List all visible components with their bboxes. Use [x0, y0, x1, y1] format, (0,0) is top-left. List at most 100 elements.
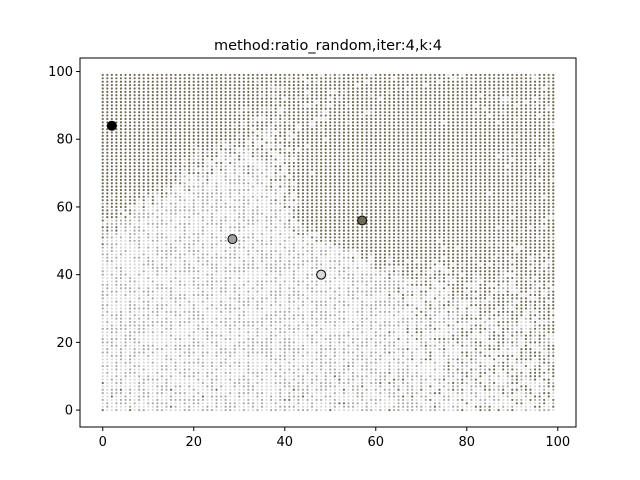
grid-point	[156, 378, 159, 381]
grid-point	[179, 131, 182, 134]
grid-point	[147, 209, 150, 212]
grid-point	[115, 263, 118, 266]
grid-point	[188, 280, 191, 283]
grid-point	[133, 111, 136, 114]
grid-point	[124, 141, 127, 144]
grid-point	[219, 239, 223, 242]
grid-point	[320, 73, 323, 77]
grid-point	[101, 395, 104, 398]
grid-point	[301, 141, 305, 144]
grid-point	[183, 178, 186, 181]
grid-point	[279, 398, 282, 402]
grid-point	[297, 127, 300, 131]
grid-point	[169, 178, 173, 181]
grid-point	[133, 94, 136, 97]
grid-point	[115, 344, 118, 347]
grid-point	[279, 141, 282, 144]
grid-point	[238, 216, 241, 219]
grid-point	[147, 320, 150, 324]
grid-point	[133, 165, 136, 168]
grid-point	[229, 212, 232, 215]
grid-point	[119, 199, 123, 202]
grid-point	[201, 172, 204, 175]
grid-point	[306, 297, 309, 300]
grid-point	[279, 405, 282, 408]
grid-point	[183, 385, 186, 388]
grid-point	[229, 107, 232, 110]
grid-point	[169, 327, 173, 330]
grid-point	[297, 388, 300, 391]
grid-point	[192, 371, 195, 374]
grid-point	[270, 216, 273, 219]
grid-point	[315, 371, 318, 374]
grid-point	[215, 249, 218, 253]
grid-point	[247, 307, 250, 310]
grid-point	[119, 117, 123, 121]
grid-point	[124, 182, 127, 185]
grid-point	[101, 253, 104, 256]
grid-point	[215, 178, 218, 181]
grid-point	[165, 219, 168, 222]
grid-point	[197, 161, 200, 165]
grid-point	[124, 199, 127, 202]
grid-point	[324, 290, 327, 293]
grid-point	[192, 182, 195, 185]
grid-point	[274, 266, 277, 269]
grid-point	[110, 117, 113, 121]
grid-point	[274, 77, 277, 80]
grid-point	[179, 172, 182, 175]
grid-point	[238, 320, 241, 324]
grid-point	[147, 87, 150, 90]
grid-point	[265, 188, 268, 192]
grid-point	[106, 134, 109, 137]
grid-point	[292, 307, 295, 310]
grid-point	[279, 121, 282, 124]
grid-point	[156, 97, 159, 100]
grid-point	[301, 243, 305, 246]
grid-point	[292, 212, 295, 215]
grid-point	[197, 107, 200, 110]
grid-point	[147, 229, 150, 232]
grid-point	[297, 87, 300, 90]
grid-point	[128, 232, 132, 236]
grid-point	[324, 253, 327, 256]
grid-point	[297, 148, 300, 151]
grid-point	[188, 304, 191, 307]
grid-point	[174, 117, 177, 121]
grid-point	[320, 127, 323, 131]
grid-point	[188, 314, 191, 317]
grid-point	[224, 283, 227, 286]
grid-point	[229, 408, 232, 412]
grid-point	[156, 131, 159, 134]
grid-point	[142, 185, 145, 188]
grid-point	[174, 249, 177, 253]
grid-point	[142, 117, 145, 121]
grid-point	[224, 87, 227, 90]
grid-point	[106, 283, 109, 286]
grid-point	[247, 351, 250, 354]
grid-point	[210, 358, 214, 361]
grid-point	[247, 134, 250, 137]
grid-point	[165, 327, 168, 330]
grid-point	[270, 337, 273, 341]
grid-point	[147, 358, 150, 361]
grid-point	[310, 226, 314, 229]
grid-point	[174, 395, 177, 398]
grid-point	[138, 114, 141, 117]
grid-point	[274, 104, 277, 107]
grid-point	[279, 249, 282, 253]
grid-point	[151, 398, 154, 402]
grid-point	[197, 334, 200, 337]
grid-point	[274, 351, 277, 354]
grid-point	[219, 375, 223, 378]
grid-point	[288, 371, 291, 374]
grid-point	[247, 276, 250, 280]
grid-point	[188, 334, 191, 337]
grid-point	[197, 364, 200, 368]
grid-point	[265, 229, 268, 232]
grid-point	[310, 354, 314, 358]
grid-point	[201, 117, 204, 121]
grid-point	[133, 320, 136, 324]
grid-point	[256, 364, 259, 368]
grid-point	[306, 327, 309, 330]
